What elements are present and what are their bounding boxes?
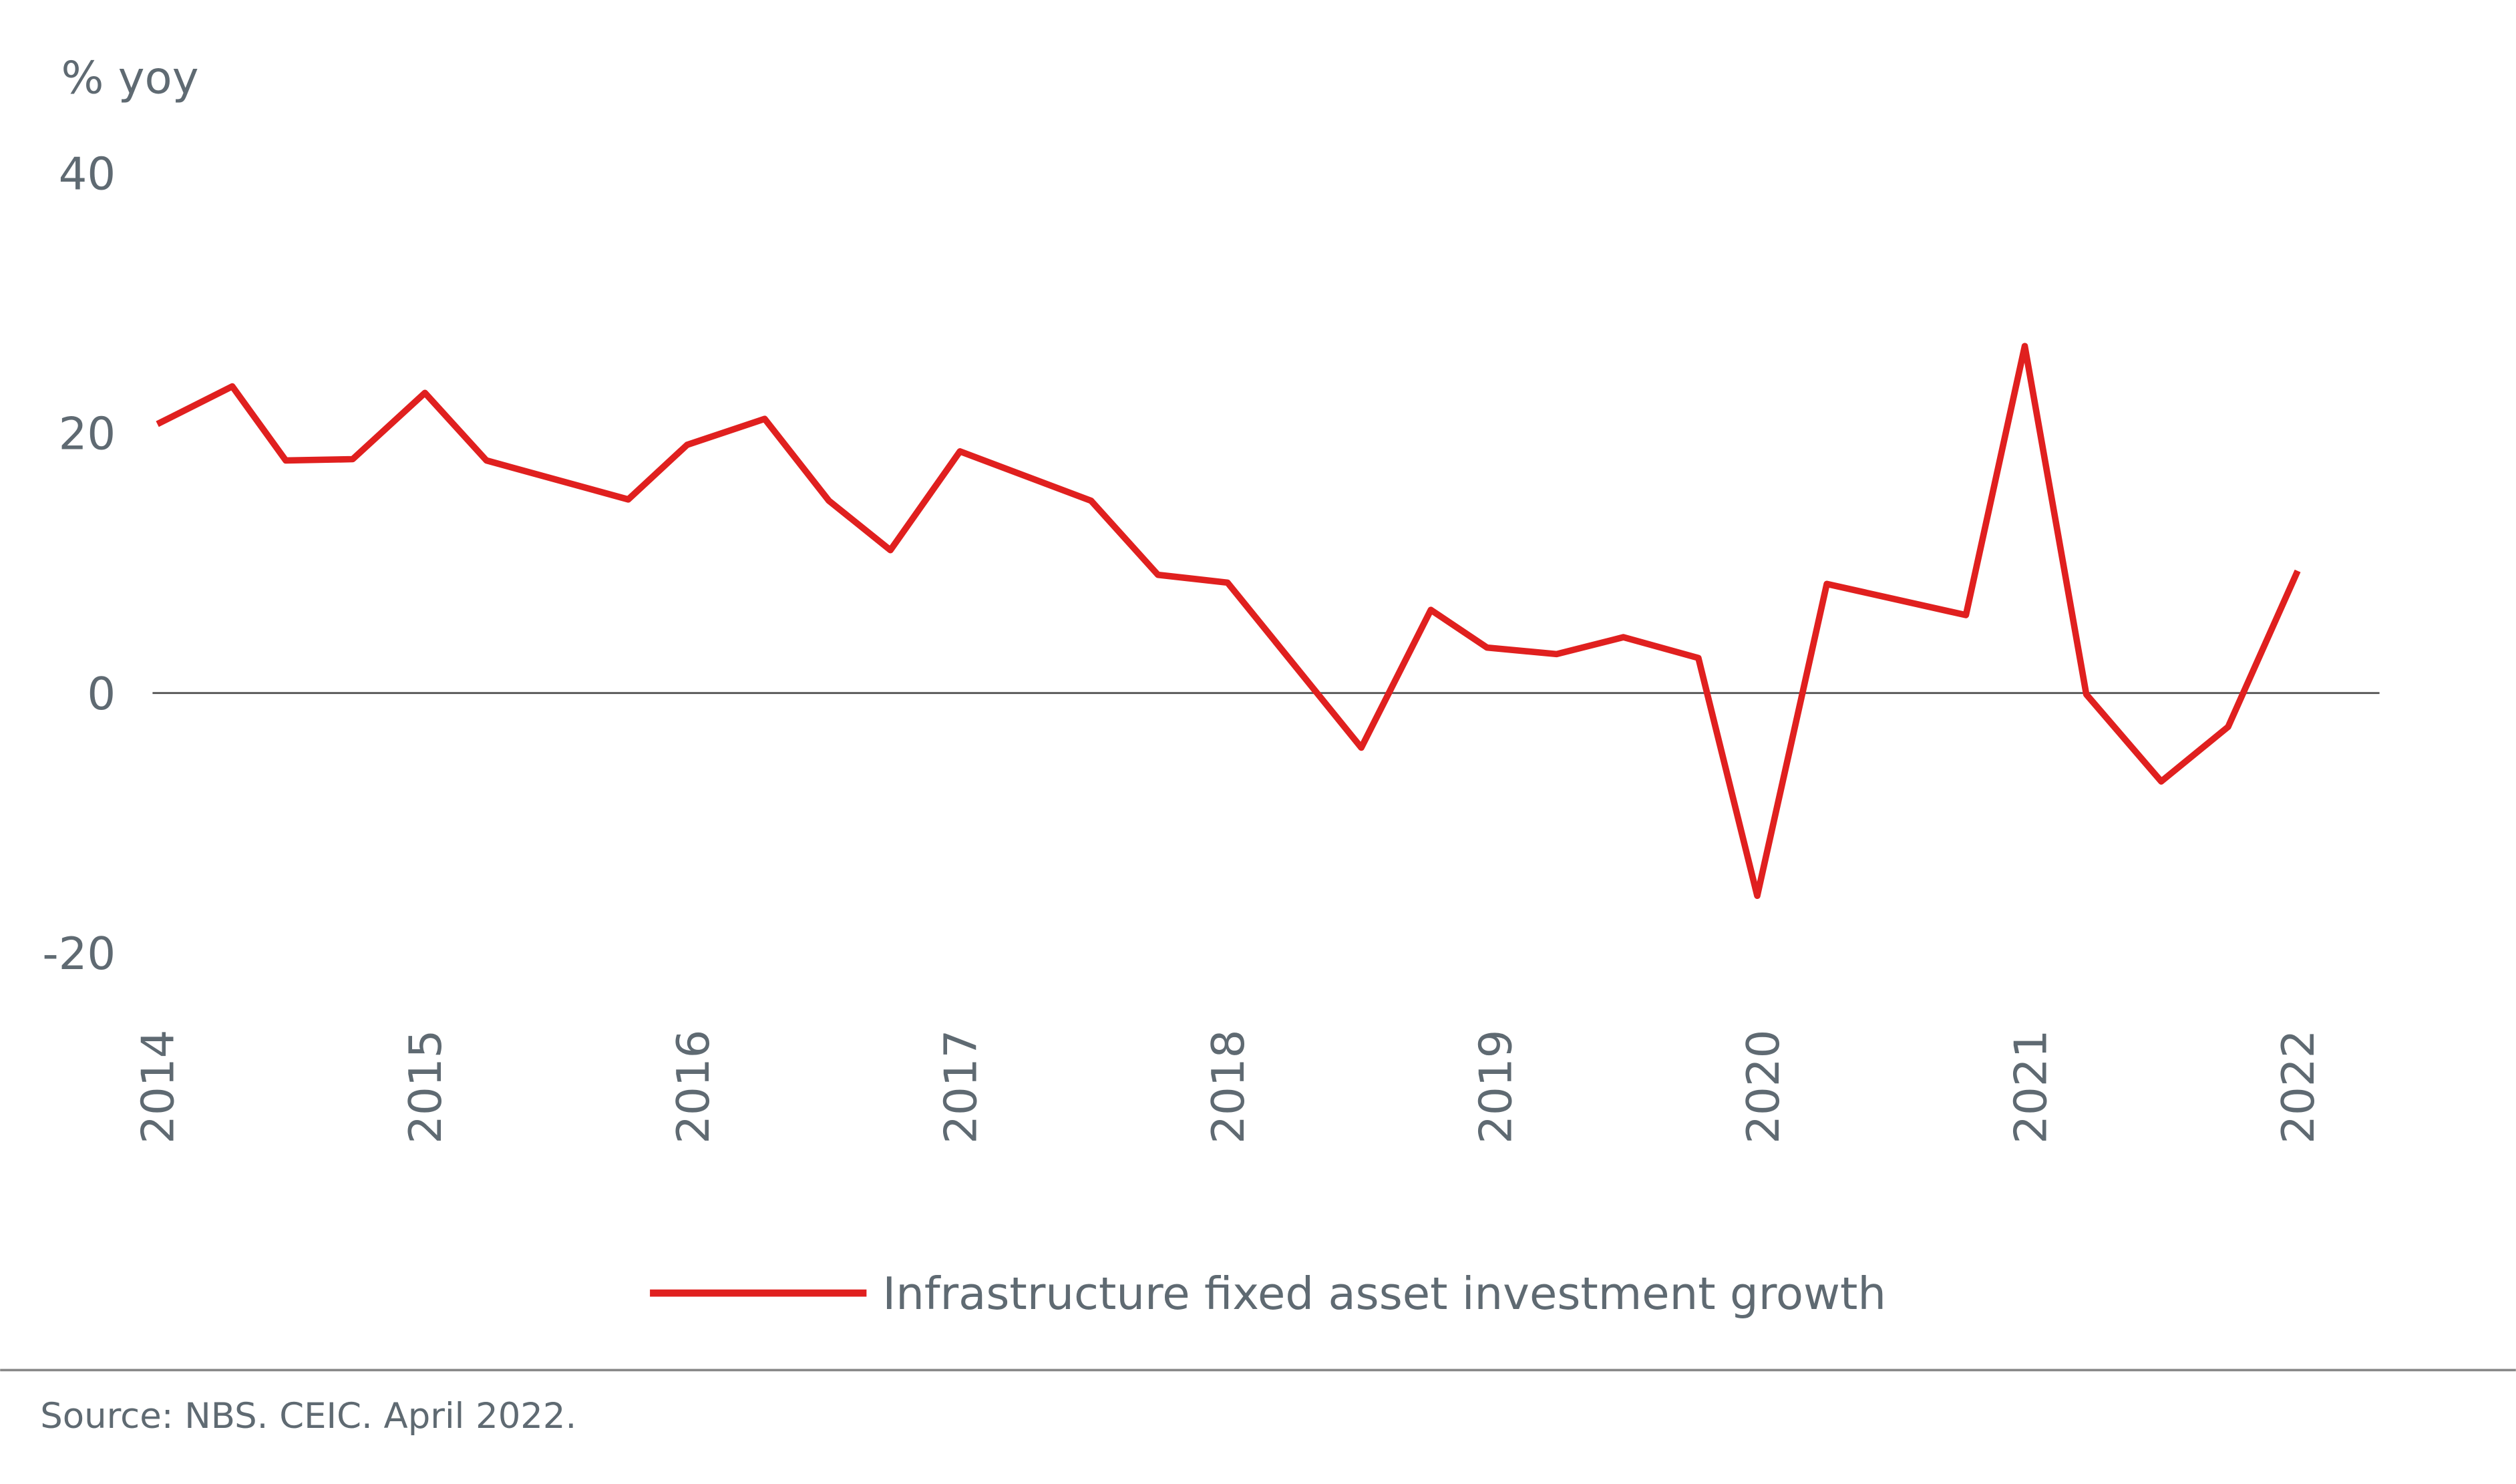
x-tick-label: 2022: [2272, 1030, 2324, 1144]
x-tick-label: 2021: [2005, 1030, 2057, 1144]
x-tick-label: 2018: [1202, 1030, 1254, 1144]
y-axis-label: % yoy: [61, 51, 198, 104]
y-tick-label: 20: [59, 408, 116, 460]
source: Source: NBS. CEIC. April 2022.: [40, 1396, 576, 1437]
x-tick-label: 2017: [934, 1030, 986, 1144]
y-tick-label: 40: [59, 148, 116, 200]
x-tick-label: 2016: [667, 1030, 719, 1144]
x-tick-label: 2020: [1737, 1030, 1789, 1144]
x-tick-label: 2014: [132, 1030, 184, 1144]
x-tick-label: 2019: [1469, 1030, 1521, 1144]
legend-label: Infrastructure fixed asset investment gr…: [882, 1268, 1886, 1320]
y-tick-label: -20: [42, 928, 116, 980]
x-tick-label: 2015: [399, 1030, 452, 1144]
data-line: [156, 343, 2301, 900]
y-tick-label: 0: [87, 668, 116, 720]
